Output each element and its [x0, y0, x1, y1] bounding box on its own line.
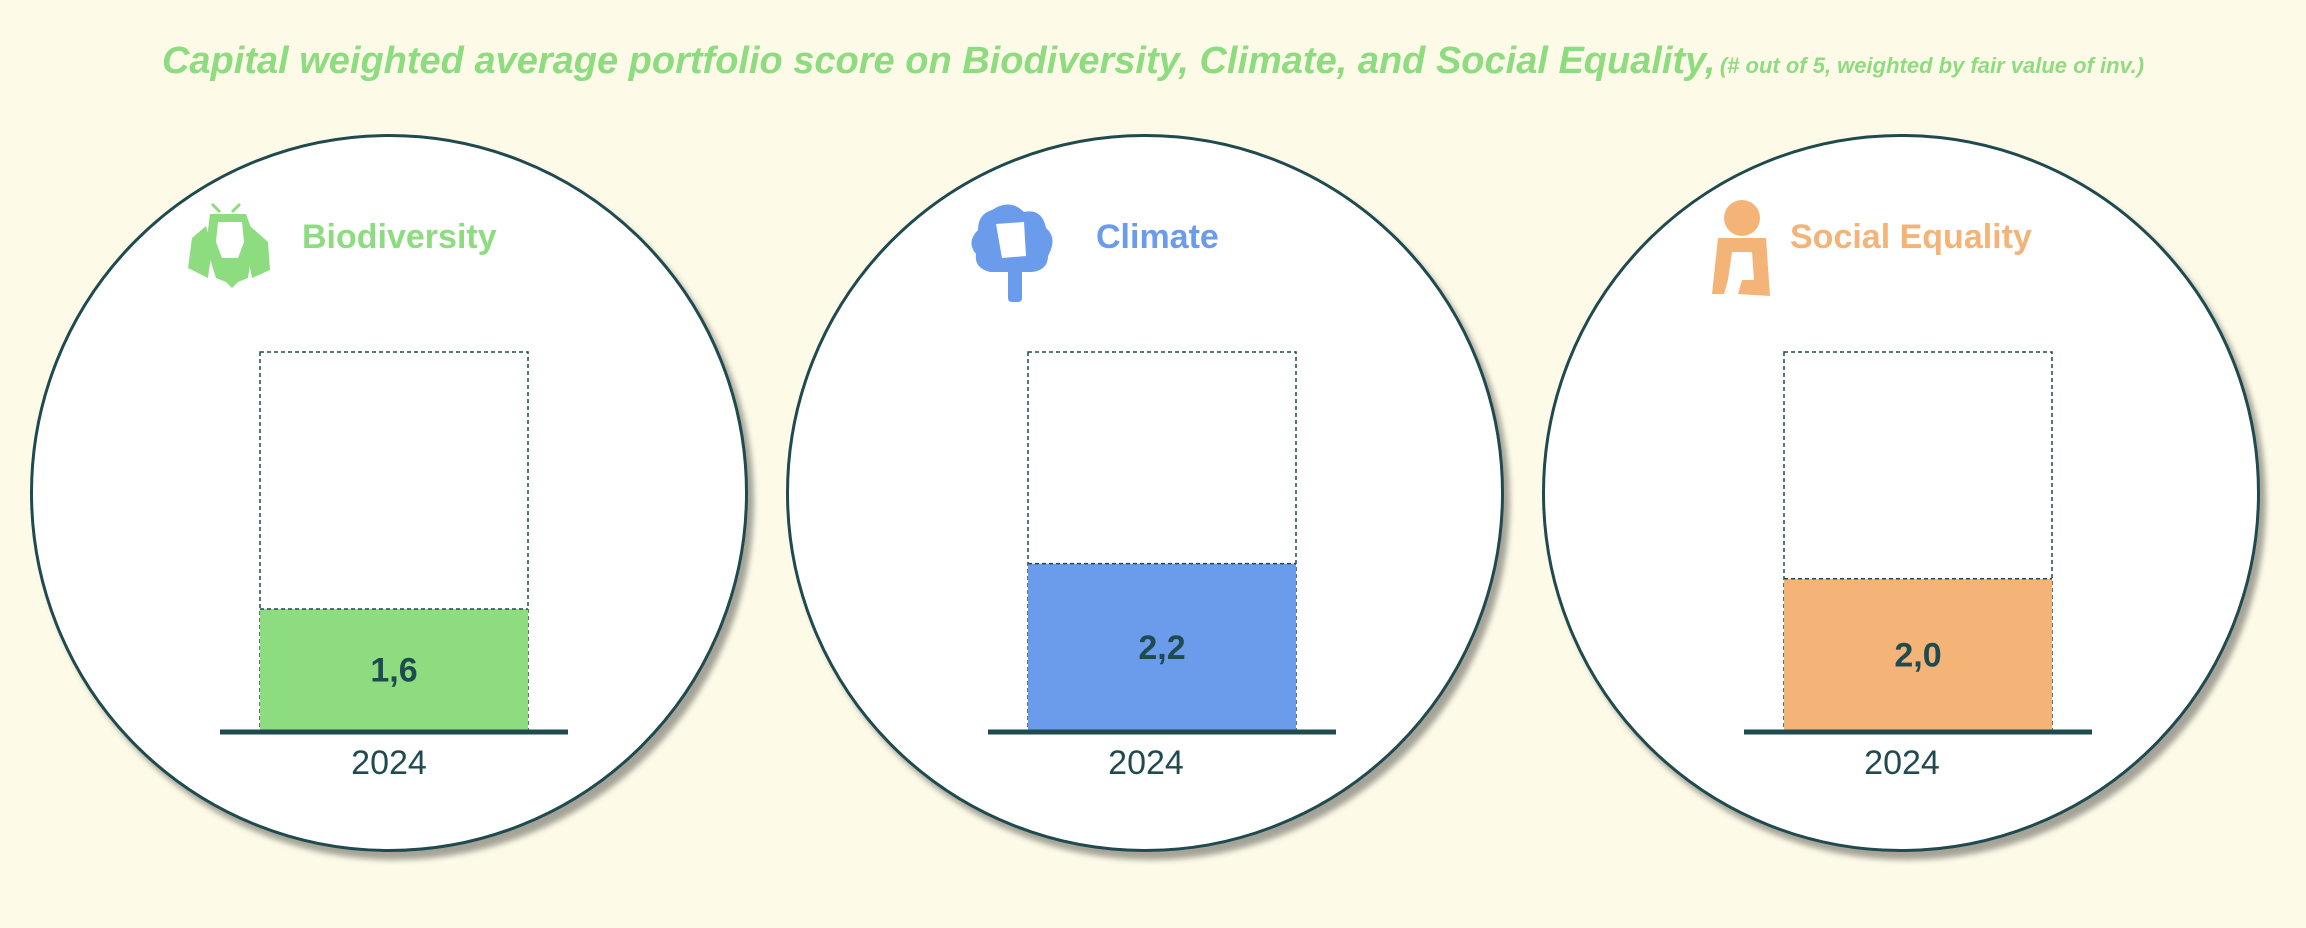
- chart-title: Capital weighted average portfolio score…: [0, 40, 2306, 83]
- tree-icon: [971, 204, 1053, 302]
- bar-biodiversity: [260, 609, 528, 730]
- x-tick-label: 2024: [351, 744, 427, 782]
- data-label: 1,6: [370, 652, 417, 690]
- panel-social-equality: Social Equality 2,0 2024: [1542, 134, 2266, 858]
- gauge-climate: 2,2: [988, 351, 1336, 735]
- panel-climate: Climate 2,2 2024: [786, 134, 1510, 858]
- x-tick-label: 2024: [1864, 744, 1940, 782]
- panel-label-climate: Climate: [1096, 218, 1219, 256]
- bar-climate: [1028, 563, 1296, 730]
- bar-social-equality: [1784, 578, 2052, 730]
- person-icon: [1712, 200, 1770, 296]
- panel-label-social-equality: Social Equality: [1790, 218, 2032, 256]
- data-label: 2,2: [1138, 629, 1185, 667]
- gauge-biodiversity: 1,6: [220, 351, 568, 735]
- chart-title-subtitle: (# out of 5, weighted by fair value of i…: [1719, 53, 2145, 78]
- bee-icon: [188, 202, 270, 288]
- x-tick-label: 2024: [1108, 744, 1184, 782]
- gauge-social-equality: 2,0: [1744, 351, 2092, 735]
- panel-label-biodiversity: Biodiversity: [302, 218, 497, 256]
- chart-title-main: Capital weighted average portfolio score…: [161, 40, 1716, 82]
- panel-biodiversity: Biodiversity 1,6 2024: [30, 134, 754, 858]
- data-label: 2,0: [1894, 636, 1941, 674]
